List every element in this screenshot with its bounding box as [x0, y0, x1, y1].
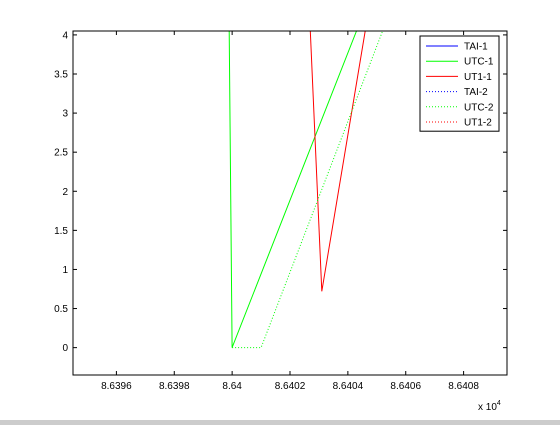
series-line-ut1-1: [309, 31, 366, 292]
y-tick-label: 0.5: [54, 304, 68, 315]
y-tick-label: 3.5: [54, 70, 68, 81]
y-tick-label: 3: [62, 109, 68, 120]
series-line-utc-2: [232, 31, 384, 349]
y-tick-label: 1: [62, 265, 68, 276]
legend-label-tai-2: TAI-2: [464, 87, 488, 98]
y-tick-label: 4: [62, 30, 68, 41]
ticks-layer: 8.6396 8.6398 8.64 8.6402 8.6404 8.6406 8.6408…: [54, 30, 507, 392]
legend-label-utc-1: UTC-1: [464, 57, 494, 68]
x-tick-label: 8.6398: [159, 381, 190, 392]
x-tick-label: 8.6396: [101, 381, 132, 392]
legend: TAI-1 UTC-1 UT1-1 TAI-2 UTC-2 UT1-2: [419, 35, 500, 132]
plot-frame: [72, 30, 508, 376]
x-tick-label: 8.6402: [275, 381, 306, 392]
legend-label-utc-2: UTC-2: [464, 102, 494, 113]
x-axis-multiplier: x 104: [478, 400, 501, 413]
x-tick-label: 8.6404: [333, 381, 364, 392]
x-tick-label: 8.64: [222, 381, 242, 392]
y-tick-label: 0: [62, 343, 68, 354]
legend-label-ut1-2: UT1-2: [464, 118, 492, 129]
y-tick-label: 2: [62, 187, 68, 198]
x-tick-label: 8.6406: [390, 381, 421, 392]
y-tick-label: 2.5: [54, 148, 68, 159]
series-layer: [228, 31, 384, 349]
y-tick-label: 1.5: [54, 226, 68, 237]
x-tick-label: 8.6408: [448, 381, 479, 392]
legend-label-ut1-1: UT1-1: [464, 72, 492, 83]
legend-label-tai-1: TAI-1: [464, 42, 488, 53]
legend-box: [419, 35, 500, 132]
